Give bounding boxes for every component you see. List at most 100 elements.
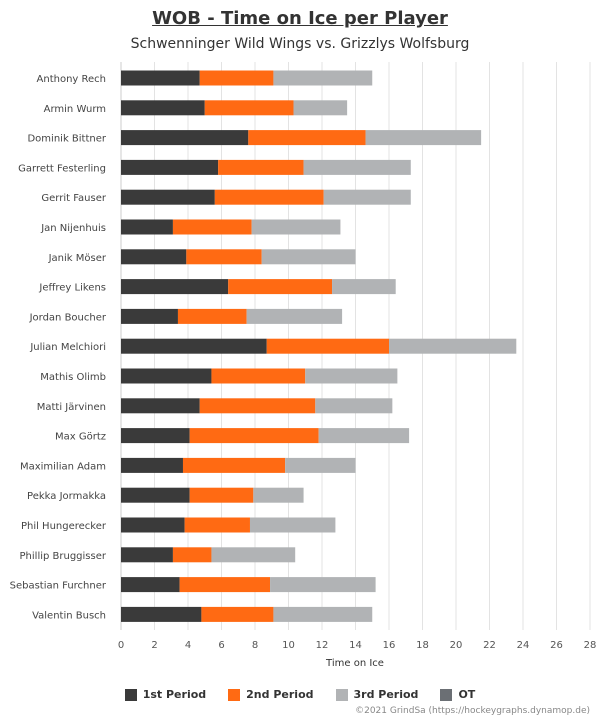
bar-segment — [121, 487, 190, 503]
bar-segment — [121, 368, 212, 384]
x-tick-label: 4 — [185, 640, 191, 651]
x-tick-label: 0 — [118, 640, 124, 651]
bar-segment — [199, 398, 316, 414]
bar-segment — [199, 70, 274, 86]
bar-segment — [121, 70, 200, 86]
y-category-label: Mathis Olimb — [40, 372, 106, 383]
bar-segment — [266, 338, 389, 354]
chart-legend: 1st Period 2nd Period 3rd Period OT — [0, 688, 600, 701]
bar-segment — [172, 219, 252, 235]
bar-segment — [211, 368, 306, 384]
x-tick-label: 24 — [517, 640, 530, 651]
y-category-label: Max Görtz — [55, 432, 106, 443]
legend-swatch — [335, 688, 348, 701]
bar-segment — [121, 249, 187, 265]
bar-segment — [214, 189, 324, 205]
bar-segment — [186, 249, 262, 265]
x-tick-label: 6 — [218, 640, 224, 651]
bar-segment — [318, 428, 410, 444]
bar-segment — [184, 517, 250, 533]
x-tick-label: 10 — [282, 640, 295, 651]
bar-segment — [121, 517, 185, 533]
legend-item: 1st Period — [124, 688, 207, 701]
chart-subtitle: Schwenninger Wild Wings vs. Grizzlys Wol… — [130, 36, 470, 52]
y-category-label: Phillip Bruggisser — [20, 551, 107, 562]
bar-segment — [121, 130, 249, 146]
y-category-label: Armin Wurm — [44, 104, 106, 115]
bar-segment — [285, 457, 356, 473]
y-category-label: Jan Nijenhuis — [40, 223, 106, 234]
y-category-label: Dominik Bittner — [27, 134, 106, 145]
y-category-label: Sebastian Furchner — [10, 581, 107, 592]
bar-segment — [305, 368, 398, 384]
bar-segment — [121, 338, 267, 354]
y-category-label: Jeffrey Likens — [38, 283, 106, 294]
bar-segment — [273, 70, 373, 86]
bar-segment — [248, 130, 366, 146]
bar-segment — [365, 130, 482, 146]
bar-segment — [201, 606, 274, 622]
bar-segment — [182, 457, 286, 473]
y-category-label: Matti Järvinen — [37, 402, 106, 413]
x-tick-label: 18 — [416, 640, 429, 651]
bar-segment — [121, 159, 219, 175]
bar-segment — [270, 577, 376, 593]
bar-segment — [121, 606, 202, 622]
y-category-label: Pekka Jormakka — [27, 491, 106, 502]
y-category-label: Maximilian Adam — [20, 461, 106, 472]
bar-segment — [211, 547, 296, 563]
bar-segment — [315, 398, 393, 414]
bar-segment — [261, 249, 356, 265]
legend-swatch — [440, 688, 453, 701]
y-category-label: Gerrit Fauser — [41, 193, 106, 204]
bar-segment — [121, 219, 173, 235]
bar-segment — [121, 308, 178, 324]
bar-segment — [389, 338, 517, 354]
legend-item: OT — [440, 688, 475, 701]
bar-segment — [323, 189, 411, 205]
bar-segment — [189, 428, 319, 444]
bar-segment — [246, 308, 343, 324]
legend-label: 1st Period — [142, 688, 207, 701]
bar-segment — [204, 100, 294, 116]
x-axis-label: Time on Ice — [325, 658, 384, 669]
y-category-label: Anthony Rech — [37, 74, 106, 85]
x-tick-label: 16 — [383, 640, 396, 651]
bar-segment — [303, 159, 411, 175]
chart-title: WOB - Time on Ice per Player — [152, 8, 448, 29]
legend-label: 3rd Period — [353, 688, 419, 701]
x-tick-label: 12 — [316, 640, 329, 651]
bar-segment — [293, 100, 348, 116]
legend-swatch — [124, 688, 137, 701]
x-tick-label: 28 — [584, 640, 597, 651]
bar-segment — [177, 308, 247, 324]
x-tick-label: 20 — [450, 640, 463, 651]
legend-item: 2nd Period — [228, 688, 314, 701]
bar-segment — [273, 606, 373, 622]
bar-segment — [179, 577, 271, 593]
bar-segment — [121, 189, 215, 205]
bar-segment — [121, 398, 200, 414]
legend-item: 3rd Period — [335, 688, 419, 701]
x-tick-label: 26 — [550, 640, 563, 651]
bar-segment — [121, 577, 180, 593]
legend-label: 2nd Period — [246, 688, 314, 701]
bar-segment — [251, 219, 341, 235]
x-tick-label: 14 — [349, 640, 362, 651]
y-category-label: Janik Möser — [48, 253, 107, 264]
y-category-label: Phil Hungerecker — [21, 521, 107, 532]
y-category-label: Jordan Boucher — [29, 312, 107, 323]
x-tick-label: 8 — [252, 640, 258, 651]
bar-segment — [121, 428, 190, 444]
x-tick-label: 22 — [483, 640, 496, 651]
y-category-label: Valentin Busch — [32, 610, 106, 621]
bar-segment — [172, 547, 212, 563]
bar-segment — [249, 517, 336, 533]
y-category-label: Garrett Festerling — [18, 163, 106, 174]
bar-segment — [121, 457, 183, 473]
bar-segment — [253, 487, 304, 503]
y-category-label: Julian Melchiori — [29, 342, 106, 353]
bar-segment — [121, 100, 205, 116]
bar-segment — [121, 547, 173, 563]
